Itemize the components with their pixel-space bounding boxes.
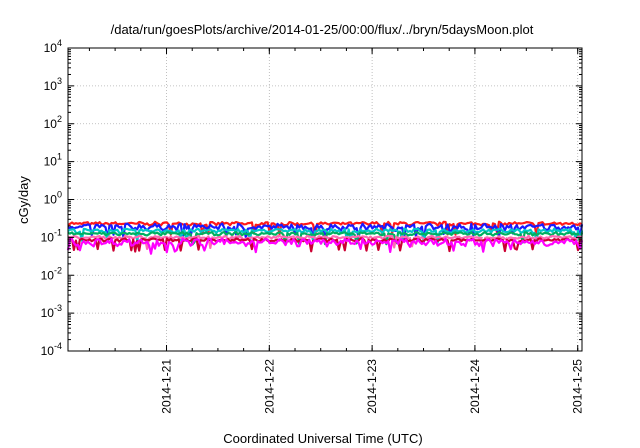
y-tick-label: 10-2 — [41, 265, 62, 282]
x-axis-label: Coordinated Universal Time (UTC) — [223, 431, 422, 446]
x-tick-label: 2014-1-22 — [262, 359, 276, 414]
y-axis-label: cGy/day — [16, 176, 31, 224]
x-tick-label: 2014-1-24 — [468, 359, 482, 414]
y-tick-label: 102 — [44, 114, 62, 131]
chart-title: /data/run/goesPlots/archive/2014-01-25/0… — [111, 22, 534, 37]
x-tick-label: 2014-1-25 — [571, 359, 585, 414]
x-tick-label: 2014-1-21 — [160, 359, 174, 414]
series-line — [67, 222, 584, 242]
y-tick-label: 101 — [44, 152, 62, 169]
y-axis: 10-4 10-3 10-2 10-1 100 101 102 103 104 — [41, 38, 582, 358]
plot-frame — [67, 47, 583, 352]
y-tick-label: 104 — [44, 38, 62, 55]
x-tick-label: 2014-1-23 — [365, 359, 379, 414]
series-lines — [66, 220, 584, 255]
x-axis: 2014-1-21 2014-1-22 2014-1-23 2014-1-24 2014… — [88, 48, 585, 414]
grid-lines — [68, 48, 582, 351]
y-tick-label: 10-3 — [41, 303, 62, 320]
series-line — [67, 227, 584, 244]
series-line — [66, 237, 584, 255]
y-tick-label: 100 — [44, 190, 62, 207]
y-tick-label: 103 — [44, 76, 62, 93]
y-tick-label: 10-4 — [41, 341, 62, 358]
y-tick-label: 10-1 — [41, 227, 62, 244]
